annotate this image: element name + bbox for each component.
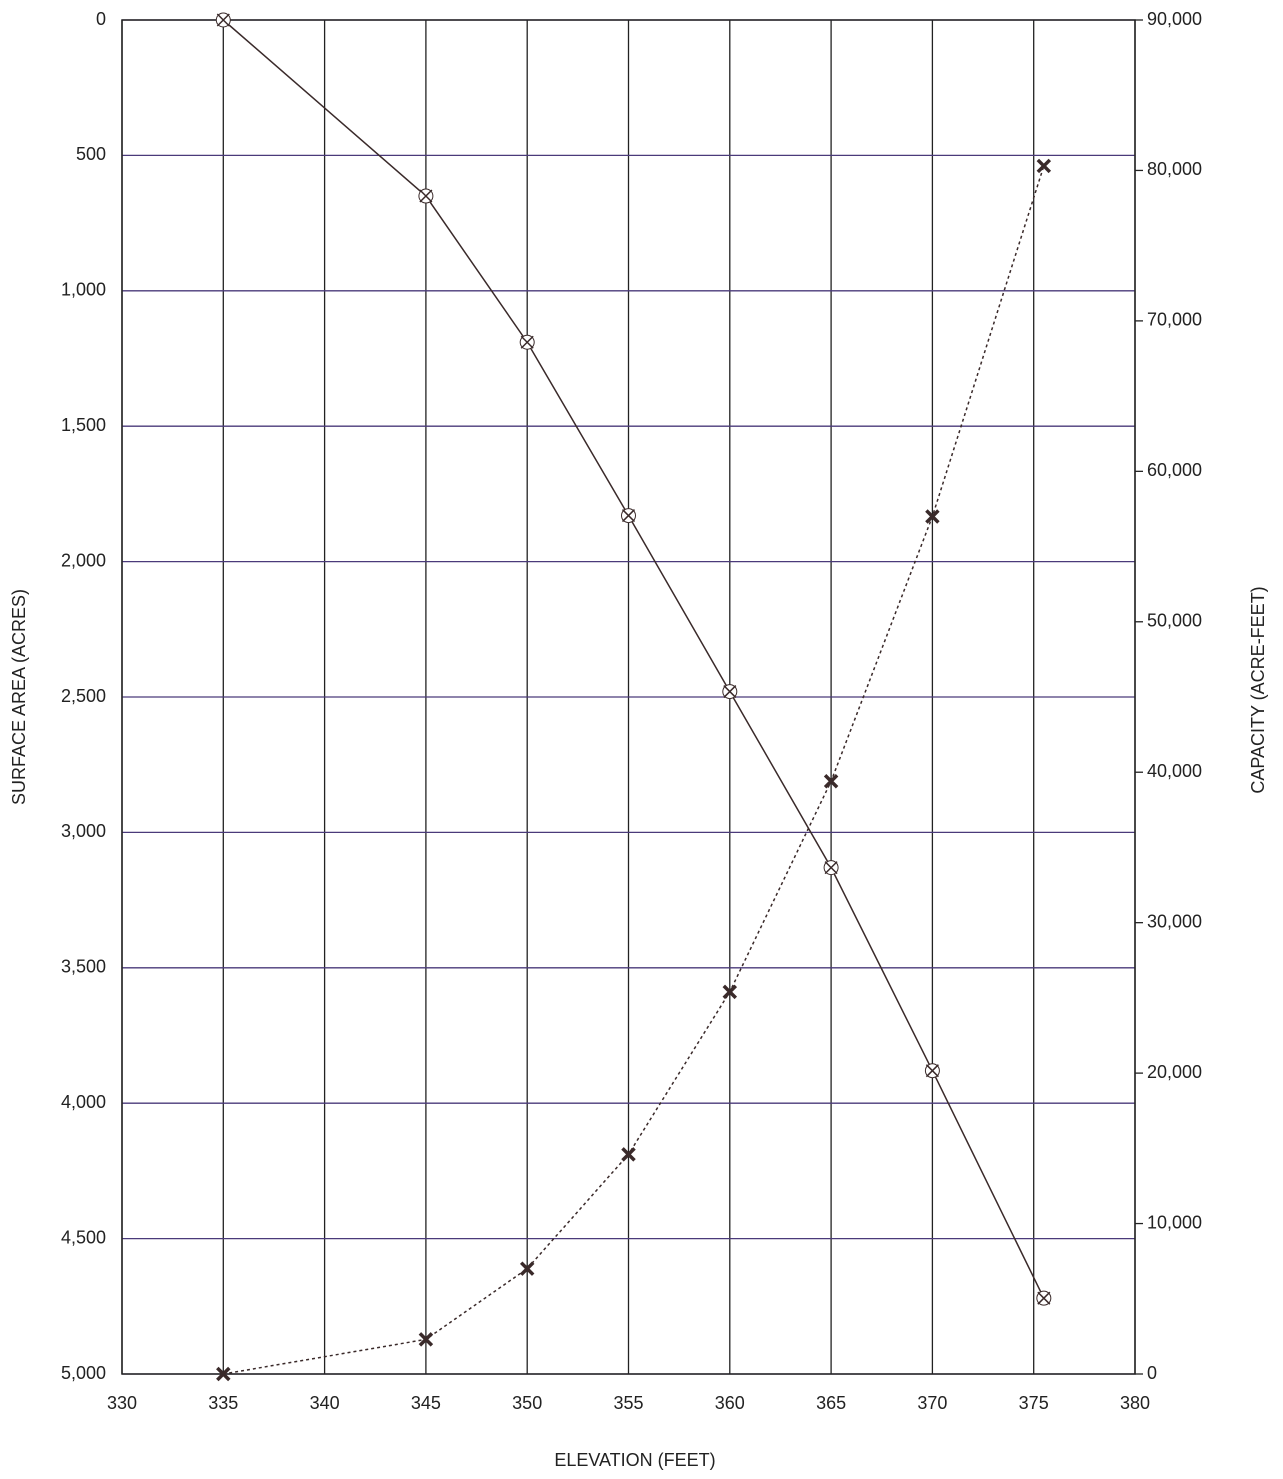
- y2-tick-label: 40,000: [1147, 761, 1202, 781]
- y2-tick-label: 60,000: [1147, 460, 1202, 480]
- y-tick-label: 0: [96, 9, 106, 29]
- x-tick-label: 360: [715, 1393, 745, 1413]
- y2-tick-label: 10,000: [1147, 1212, 1202, 1232]
- marker: [520, 335, 534, 349]
- y-tick-label: 5,000: [61, 1363, 106, 1383]
- y-tick-label: 1,000: [61, 280, 106, 300]
- x-tick-label: 355: [613, 1393, 643, 1413]
- y2-axis-label: CAPACITY (ACRE-FEET): [1248, 586, 1268, 793]
- series-line: [223, 165, 1045, 1375]
- y2-tick-label: 30,000: [1147, 911, 1202, 931]
- y2-tick-label: 80,000: [1147, 159, 1202, 179]
- x-tick-label: 375: [1019, 1393, 1049, 1413]
- y-tick-label: 3,500: [61, 957, 106, 977]
- y2-tick-label: 50,000: [1147, 611, 1202, 631]
- x-tick-label: 340: [310, 1393, 340, 1413]
- marker: [723, 685, 737, 699]
- x-tick-label: 350: [512, 1393, 542, 1413]
- x-tick-label: 335: [208, 1393, 238, 1413]
- marker: [519, 1261, 535, 1276]
- series-line: [222, 19, 1045, 1299]
- marker: [925, 1064, 939, 1078]
- y2-tick-label: 90,000: [1147, 9, 1202, 29]
- y-tick-label: 2,000: [61, 550, 106, 570]
- y-tick-label: 4,500: [61, 1227, 106, 1247]
- plot-frame: [121, 19, 1136, 1375]
- marker: [824, 861, 838, 875]
- marker: [722, 984, 738, 1000]
- y-tick-label: 4,000: [61, 1092, 106, 1112]
- y-tick-label: 2,500: [61, 686, 106, 706]
- marker: [621, 509, 636, 523]
- marker: [1036, 158, 1052, 174]
- marker: [925, 509, 940, 524]
- y-tick-label: 1,500: [61, 415, 106, 435]
- x-tick-label: 330: [107, 1393, 137, 1413]
- y2-tick-label: 0: [1147, 1363, 1157, 1383]
- y2-tick-label: 20,000: [1147, 1062, 1202, 1082]
- marker: [419, 189, 433, 203]
- x-tick-label: 345: [411, 1393, 441, 1413]
- marker: [418, 1332, 434, 1347]
- y-tick-label: 500: [76, 144, 106, 164]
- y-axis-label: SURFACE AREA (ACRES): [9, 589, 29, 805]
- marker: [823, 774, 839, 789]
- x-tick-label: 380: [1120, 1393, 1150, 1413]
- marker: [216, 13, 230, 27]
- x-tick-label: 365: [816, 1393, 846, 1413]
- marker: [621, 1147, 636, 1162]
- x-axis-label: ELEVATION (FEET): [554, 1450, 715, 1470]
- y2-tick-label: 70,000: [1147, 310, 1202, 330]
- marker: [216, 1366, 231, 1382]
- y-tick-label: 3,000: [61, 821, 106, 841]
- x-tick-label: 370: [917, 1393, 947, 1413]
- marker: [1037, 1291, 1051, 1305]
